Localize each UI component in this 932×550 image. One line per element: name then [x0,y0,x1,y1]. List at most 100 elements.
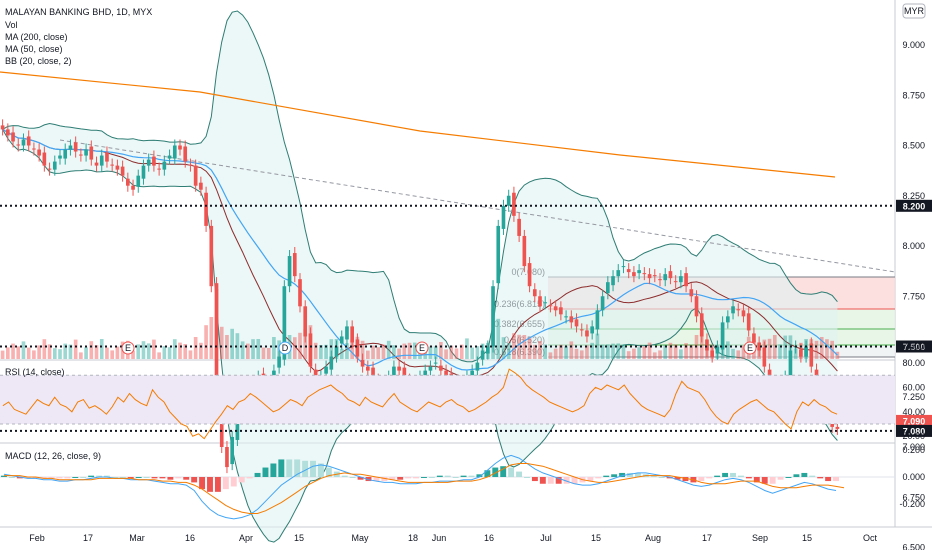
candle-body[interactable] [141,165,146,179]
candle-body[interactable] [282,286,287,360]
candle-body[interactable] [303,306,308,337]
candle-body[interactable] [470,370,474,380]
candle-body[interactable] [809,343,814,367]
candle-body[interactable] [548,305,553,307]
candle-body[interactable] [162,161,167,170]
indicator-ma200-label[interactable]: MA (200, close) [5,32,68,42]
candle-body[interactable] [715,346,720,354]
candle-body[interactable] [366,366,370,371]
candle-body[interactable] [392,366,396,380]
candle-body[interactable] [741,310,746,317]
candle-body[interactable] [120,166,125,176]
candle-body[interactable] [517,218,521,236]
candle-body[interactable] [89,146,94,160]
candle-body[interactable] [491,286,495,347]
candle-body[interactable] [126,178,130,186]
candle-body[interactable] [308,333,313,367]
candle-body[interactable] [183,146,188,162]
candle-body[interactable] [731,306,735,314]
candle-body[interactable] [600,296,605,311]
candle-body[interactable] [329,356,334,370]
candle-body[interactable] [68,145,73,150]
candle-body[interactable] [673,281,678,283]
price-tag-box[interactable] [896,199,932,212]
candle-body[interactable] [136,175,141,187]
candle-body[interactable] [193,165,198,186]
candle-body[interactable] [611,276,615,286]
candle-body[interactable] [652,275,657,277]
candle-body[interactable] [684,273,688,287]
rsi-label[interactable]: RSI (14, close) [5,367,65,377]
candle-body[interactable] [371,367,375,377]
candle-body[interactable] [214,283,219,407]
candle-body[interactable] [131,185,135,190]
candle-body[interactable] [219,409,224,447]
candle-body[interactable] [79,154,83,156]
candle-body[interactable] [397,366,401,371]
candle-body[interactable] [522,235,527,267]
candle-body[interactable] [423,370,428,380]
candle-body[interactable] [178,145,182,150]
time-axis[interactable]: Feb 17 Mar 16 Apr 15 May 18 Jun 16 Jul 15 Aug 17 Sep 15… [29,533,877,543]
currency-badge[interactable] [902,3,926,19]
candle-body[interactable] [21,139,26,146]
candle-body[interactable] [559,307,563,315]
candle-body[interactable] [480,350,485,360]
candle-body[interactable] [115,165,120,170]
candle-body[interactable] [32,148,36,150]
candle-body[interactable] [574,319,579,327]
candle-body[interactable] [626,269,631,273]
candle-body[interactable] [694,296,699,317]
candle-body[interactable] [475,362,480,371]
candle-body[interactable] [501,205,506,229]
candle-body[interactable] [230,436,234,465]
candle-body[interactable] [428,366,433,371]
event-marker-icon[interactable] [743,341,757,355]
indicator-vol-label[interactable]: Vol [5,20,18,30]
candle-body[interactable] [99,155,104,166]
candle-body[interactable] [6,129,10,136]
candle-body[interactable] [298,279,302,307]
candle-body[interactable] [225,447,229,468]
candle-body[interactable] [152,156,156,166]
candle-body[interactable] [355,339,360,357]
macd-label[interactable]: MACD (12, 26, close, 9) [5,451,101,461]
candle-body[interactable] [579,329,584,331]
candle-body[interactable] [642,273,647,275]
candle-body[interactable] [277,356,281,368]
candle-body[interactable] [209,225,214,287]
candle-body[interactable] [58,155,62,159]
candle-body[interactable] [757,342,761,351]
candle-body[interactable] [94,162,99,166]
candle-body[interactable] [345,326,349,340]
candle-body[interactable] [324,366,328,374]
candle-body[interactable] [679,276,683,283]
candle-body[interactable] [84,149,88,156]
candle-body[interactable] [705,339,709,351]
candle-body[interactable] [699,313,704,337]
price-tag-box[interactable] [896,340,932,353]
candle-body[interactable] [637,270,641,274]
candle-body[interactable] [506,195,511,206]
candle-body[interactable] [360,359,365,367]
candle-body[interactable] [663,274,668,281]
candle-body[interactable] [527,263,532,287]
candle-body[interactable] [110,164,114,166]
trend-line[interactable] [59,139,896,273]
candle-body[interactable] [632,272,636,277]
candle-body[interactable] [788,350,793,377]
candle-body[interactable] [167,155,172,159]
candle-body[interactable] [339,336,344,344]
candle-body[interactable] [444,370,448,377]
event-marker-icon[interactable] [415,341,429,355]
candle-body[interactable] [658,279,662,281]
candle-body[interactable] [292,253,297,277]
candle-body[interactable] [334,346,339,357]
candle-body[interactable] [799,349,803,357]
candle-body[interactable] [532,289,537,297]
candle-body[interactable] [204,192,208,226]
candle-body[interactable] [26,136,31,146]
candle-body[interactable] [16,144,21,146]
